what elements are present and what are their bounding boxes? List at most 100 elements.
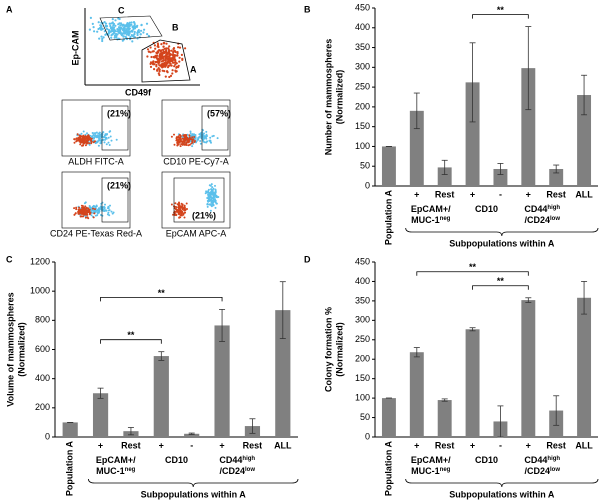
sub-scatter: (57%) CD10 PE-Cy7-A (161, 99, 231, 166)
event-dot (179, 134, 182, 137)
event-dot (109, 24, 112, 28)
error-bar (413, 347, 420, 358)
event-dot (189, 132, 192, 135)
event-dot (193, 133, 196, 136)
event-dot (75, 206, 78, 209)
group-label: EpCAM+/ (411, 455, 451, 465)
event-dot (182, 143, 185, 145)
event-dot (168, 64, 171, 67)
event-dot (168, 59, 171, 62)
group-label-part: MUC-1 (96, 466, 125, 476)
x-axis-title: Subpopulations within A (449, 238, 555, 248)
event-dot (175, 206, 178, 209)
y-tick-label: 200 (35, 402, 50, 412)
x-tick-label: Rest (243, 440, 263, 450)
y-axis-title: Colony formation % (323, 307, 333, 392)
gate (101, 105, 129, 151)
event-dot (146, 33, 149, 36)
event-dot (210, 190, 213, 193)
event-dot (125, 23, 128, 26)
event-dot (102, 36, 105, 39)
event-dot (183, 208, 186, 211)
event-dot (166, 55, 170, 58)
event-dot (173, 133, 175, 136)
event-dot (111, 18, 114, 21)
axis-title: ALDH FITC-A (68, 156, 124, 166)
event-dot (206, 140, 209, 143)
event-dot (170, 135, 173, 138)
event-dot (191, 141, 194, 144)
event-dot (199, 142, 202, 145)
group-label-part: CD10 (475, 204, 498, 214)
significance-label: ** (158, 288, 166, 298)
y-tick-label: 1200 (30, 256, 50, 266)
bar (465, 82, 480, 186)
error-bar (249, 418, 256, 434)
event-dot (137, 30, 140, 33)
event-dot (101, 39, 104, 43)
event-dot (80, 212, 82, 215)
event-dot (88, 205, 91, 208)
event-dot (177, 141, 180, 144)
event-dot (105, 143, 108, 146)
event-dot (80, 206, 83, 209)
event-dot (131, 40, 134, 43)
event-dot (103, 141, 106, 144)
gate-percent: (57%) (207, 108, 231, 118)
x-tick-label: Population A (65, 441, 75, 497)
event-dot (161, 62, 164, 65)
event-dot (206, 197, 209, 199)
group-label-part: CD44 (219, 455, 242, 465)
event-dot (162, 45, 165, 48)
bar (493, 168, 508, 186)
event-dot (164, 75, 167, 78)
event-dot (84, 141, 87, 144)
error-bar (469, 327, 476, 332)
event-dot (129, 36, 132, 39)
bar (577, 95, 592, 186)
axis-title: CD49f (125, 87, 152, 97)
event-dot (94, 134, 97, 137)
bar (437, 400, 452, 437)
y-tick-label: 300 (355, 315, 370, 325)
gate-label: B (172, 22, 179, 32)
brace (405, 478, 599, 488)
event-dot (183, 216, 186, 219)
event-dot (162, 59, 165, 62)
event-dot (183, 204, 186, 207)
event-dot (125, 36, 128, 39)
error-bar (127, 427, 134, 436)
event-dot (164, 57, 167, 61)
event-dot (88, 142, 91, 145)
event-dot (97, 21, 100, 24)
gate (101, 177, 129, 223)
group-label: CD44high (524, 204, 560, 214)
event-dot (210, 183, 213, 186)
event-dot (209, 139, 212, 142)
gate (201, 105, 229, 151)
event-dot (165, 42, 168, 45)
event-dot (128, 21, 131, 24)
event-dot (92, 134, 95, 137)
event-dot (160, 53, 163, 56)
bar (381, 398, 396, 437)
plot-frame (61, 99, 131, 157)
event-dot (179, 211, 182, 214)
event-dot (97, 139, 100, 142)
event-dot (178, 213, 180, 215)
significance-label: ** (127, 330, 135, 340)
event-dot (84, 205, 87, 208)
event-dot (214, 184, 216, 187)
error-bar (497, 163, 504, 175)
event-dot (205, 130, 208, 133)
x-tick-label: ALL (575, 189, 593, 199)
event-dot (212, 196, 215, 199)
event-dot (177, 138, 180, 141)
group-label: /CD24low (524, 466, 560, 476)
event-dot (203, 137, 206, 140)
error-bar (469, 42, 476, 123)
event-dot (92, 216, 95, 219)
event-dot (91, 135, 94, 138)
event-dot (156, 68, 159, 71)
error-bar (188, 432, 195, 435)
